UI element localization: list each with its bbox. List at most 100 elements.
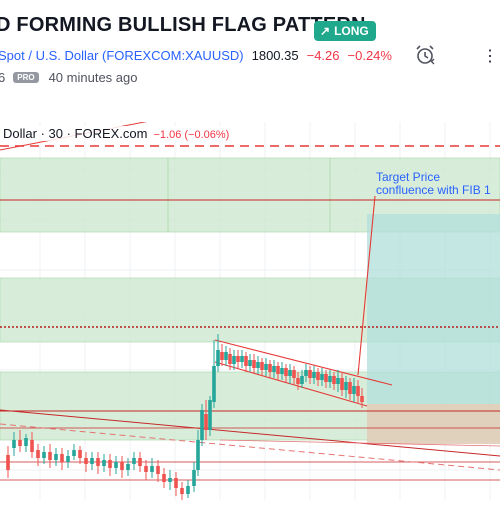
price-change-percent: −0.24% [347,48,392,63]
more-options-icon[interactable]: ⋮ [482,48,498,65]
pro-badge: PRO [13,72,39,83]
candle-body [108,460,112,468]
chart-legend-delta: −1.06 (−0.06%) [153,129,230,141]
candle-body [102,460,106,466]
candle-body [186,486,190,494]
candle-body [30,440,34,452]
candle-body [84,458,88,464]
candle-body [168,478,172,482]
stop-zone[interactable] [367,404,500,444]
candle-body [304,370,308,376]
candle-body [240,356,244,362]
candle-body [340,378,344,390]
symbol-link[interactable]: Spot / U.S. Dollar (FOREXCOM:XAUUSD) [0,48,244,63]
candle-body [264,364,268,370]
candle-body [204,414,208,430]
author-row: 6 PRO 40 minutes ago [0,70,137,85]
candle-body [42,452,46,458]
candle-body [208,400,212,430]
candle-body [150,466,154,472]
candle-body [132,458,136,464]
candle-body [90,458,94,464]
candle-body [260,362,264,370]
candle-body [228,354,232,364]
candle-body [60,454,64,462]
candle-body [54,454,58,460]
candle-body [18,440,22,446]
candle-body [96,458,100,466]
chart-legend[interactable]: Dollar · 30 · FOREX.com −1.06 (−0.06%) [3,126,230,141]
candle-body [156,466,160,474]
candle-body [224,352,228,360]
candle-body [280,368,284,374]
price-change: −4.26 [306,48,340,63]
candle-body [12,440,16,448]
candle-body [248,360,252,366]
target-price-annotation[interactable]: Target Price confluence with FIB 1 [376,171,491,197]
candle-body [180,488,184,494]
flag-top-line[interactable] [214,339,393,386]
candle-body [212,366,216,402]
candle-body [196,440,200,470]
candle-body [138,458,142,466]
candle-body [324,374,328,382]
idea-header: D FORMING BULLISH FLAG PATTERN ↗ LONG Sp… [0,0,500,120]
candle-body [220,352,224,360]
candle-body [174,478,178,488]
candle-body [78,450,82,458]
candle-body [312,372,316,378]
projection-line[interactable] [357,195,376,376]
symbol-row: Spot / U.S. Dollar (FOREXCOM:XAUUSD) 180… [0,48,392,63]
candle-body [244,356,248,366]
candle-body [6,455,10,470]
candle-body [300,376,304,384]
candle-body [232,356,236,364]
last-price: 1800.35 [251,48,299,63]
candle-body [216,350,220,366]
flag-bottom-line[interactable] [214,361,368,407]
candle-body [296,378,300,384]
chart-canvas[interactable] [0,117,500,500]
annotation-line-2: confluence with FIB 1 [376,183,491,197]
author-name[interactable]: 6 [0,70,6,85]
candle-body [320,374,324,380]
long-badge: ↗ LONG [314,21,376,41]
candle-body [308,370,312,378]
candle-body [316,372,320,380]
candle-body [192,470,196,486]
candle-body [252,360,256,368]
candle-body [336,378,340,384]
candle-body [72,450,76,456]
candle-body [284,368,288,376]
candle-body [332,376,336,384]
chart-svg[interactable] [0,117,500,500]
candle-body [120,462,124,470]
candle-body [360,396,364,402]
candle-body [328,376,332,382]
candle-body [256,362,260,368]
candle-body [114,462,118,468]
target-zone[interactable] [367,214,500,404]
candle-body [162,474,166,482]
candles-group [6,334,364,500]
candle-body [66,456,70,462]
publish-time: 40 minutes ago [48,70,138,85]
candle-body [236,356,240,362]
idea-title: D FORMING BULLISH FLAG PATTERN [0,14,366,36]
alarm-clock-icon[interactable] [414,44,436,66]
candle-body [268,364,272,372]
candle-body [356,386,360,396]
candle-body [48,452,52,460]
chart-legend-name: Dollar · 30 · FOREX.com [3,126,148,141]
candle-body [272,366,276,372]
candle-body [344,382,348,390]
candle-body [276,366,280,374]
annotation-line-1: Target Price [376,170,441,184]
candle-body [292,370,296,378]
candle-body [348,382,352,394]
badge-label: LONG [334,24,369,38]
candle-body [126,464,130,470]
arrow-up-right-icon: ↗ [320,24,331,38]
candle-body [36,450,40,458]
candle-body [200,410,204,440]
